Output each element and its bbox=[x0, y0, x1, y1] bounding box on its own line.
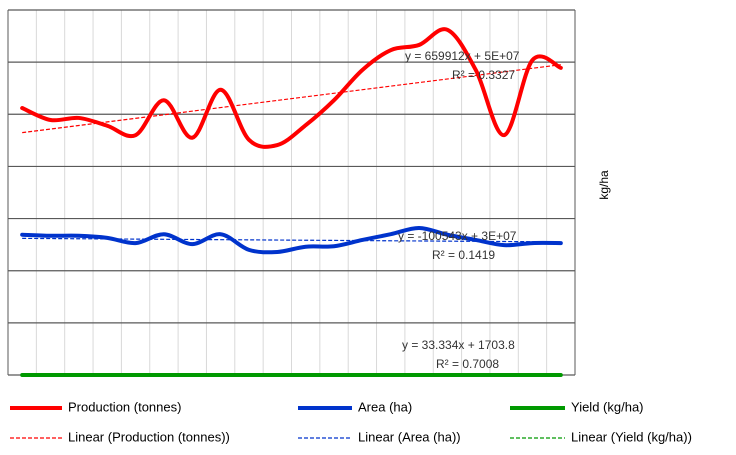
legend-label-trend: Linear (Production (tonnes)) bbox=[68, 429, 230, 444]
trendline bbox=[22, 64, 561, 134]
legend-label: Production (tonnes) bbox=[68, 399, 181, 414]
trend-r2: R² = 0.1419 bbox=[432, 248, 495, 262]
trend-r2: R² = 0.7008 bbox=[436, 357, 499, 371]
legend-label: Yield (kg/ha) bbox=[571, 399, 644, 414]
trend-equation: y = 33.334x + 1703.8 bbox=[402, 338, 515, 352]
series-line bbox=[20, 225, 563, 255]
legend-label-trend: Linear (Yield (kg/ha)) bbox=[571, 429, 692, 444]
y-axis-label: kg/ha bbox=[597, 170, 611, 200]
trend-equation: y = 659912x + 5E+07 bbox=[405, 49, 520, 63]
trend-equation: y = -100543x + 3E+07 bbox=[398, 229, 517, 243]
legend-label-trend: Linear (Area (ha)) bbox=[358, 429, 461, 444]
legend-label: Area (ha) bbox=[358, 399, 412, 414]
series-line bbox=[20, 27, 563, 149]
trend-r2: R² = 0.3327 bbox=[452, 68, 515, 82]
